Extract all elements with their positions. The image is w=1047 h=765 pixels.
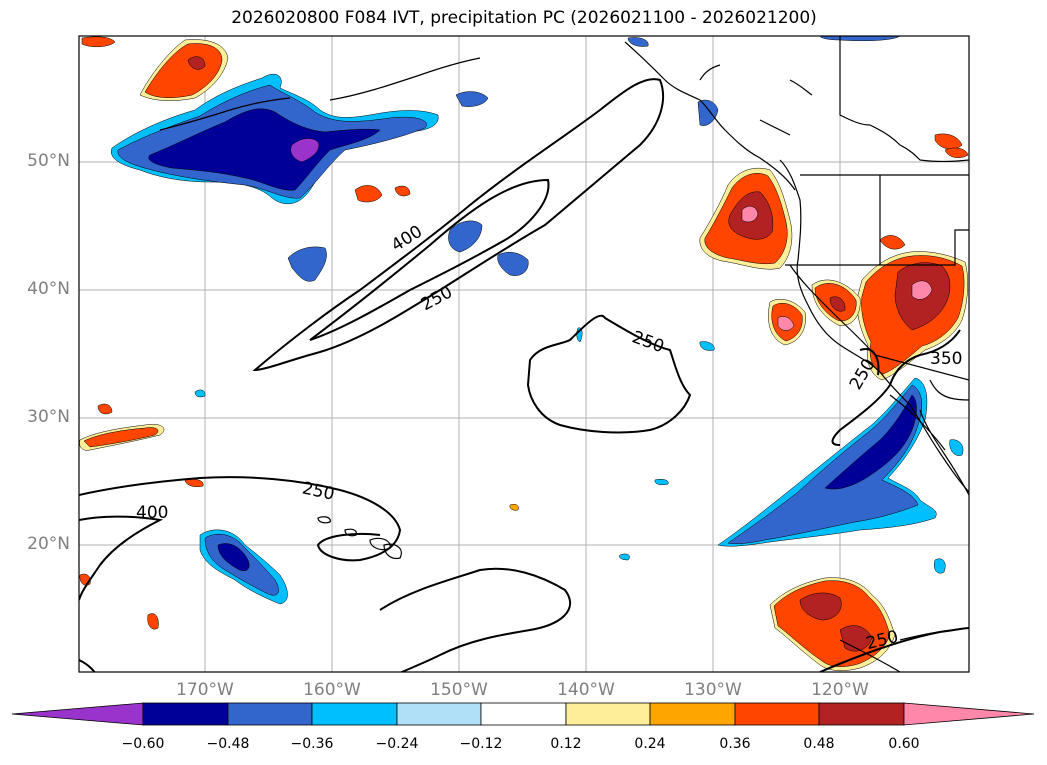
precip-negative-areas [110, 36, 964, 605]
lat-label-30n: 30°N [27, 407, 70, 427]
precip-positive-areas [79, 36, 969, 671]
lat-label-20n: 20°N [27, 534, 70, 554]
map-frame [78, 35, 970, 673]
lon-label-150w: 150°W [430, 680, 488, 700]
colorbar-tick: −0.36 [290, 736, 334, 752]
colorbar-tick: 0.60 [888, 736, 920, 752]
colorbar-extend-low [11, 702, 144, 726]
lon-label-130w: 130°W [684, 680, 742, 700]
lat-label-40n: 40°N [27, 279, 70, 299]
colorbar-extend-high [903, 702, 1035, 726]
lat-label-50n: 50°N [27, 151, 70, 171]
colorbar-tick: 0.48 [803, 736, 835, 752]
contour-label: 350 [930, 349, 962, 369]
colorbar-tick: 0.24 [634, 736, 666, 752]
page-title: 2026020800 F084 IVT, precipitation PC (2… [231, 8, 817, 28]
colorbar-tick: 0.12 [550, 736, 582, 752]
colorbar-tick: −0.48 [206, 736, 250, 752]
contour-label: 400 [136, 503, 168, 523]
lon-label-170w: 170°W [176, 680, 234, 700]
colorbar [11, 702, 1035, 726]
coastline [159, 36, 969, 672]
lon-label-140w: 140°W [557, 680, 615, 700]
colorbar-tick: 0.36 [719, 736, 751, 752]
lon-label-160w: 160°W [303, 680, 361, 700]
colorbar-tick: −0.60 [121, 736, 165, 752]
colorbar-tick: −0.12 [459, 736, 503, 752]
hawaiian-islands [317, 516, 402, 560]
colorbar-tick: −0.24 [375, 736, 419, 752]
lon-label-120w: 120°W [811, 680, 869, 700]
ivt-contours [79, 78, 969, 672]
